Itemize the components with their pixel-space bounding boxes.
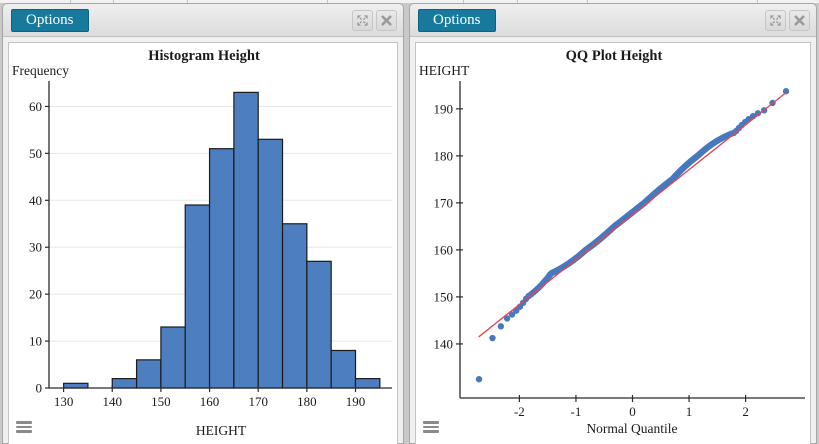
svg-text:-1: -1 — [571, 404, 582, 419]
svg-text:1: 1 — [686, 404, 693, 419]
close-icon-glyph — [381, 15, 392, 26]
expand-icon[interactable] — [352, 10, 373, 31]
expand-icon-glyph — [357, 15, 368, 26]
panel-header: Options — [3, 4, 403, 37]
chart-title: Histogram Height — [148, 48, 260, 64]
panel-histogram: Options Histogr — [2, 3, 404, 444]
svg-text:170: 170 — [248, 394, 268, 409]
chart-area-histogram: Histogram Height Frequency 0 10 20 30 40 50 60… — [8, 42, 398, 444]
hamburger-menu-icon[interactable] — [423, 421, 439, 435]
svg-text:60: 60 — [29, 99, 42, 114]
chart-area-qq-plot: QQ Plot Height HEIGHT 140 150 160 170 180 190… — [415, 42, 811, 444]
svg-text:190: 190 — [434, 101, 454, 116]
svg-text:0: 0 — [36, 381, 43, 396]
svg-text:10: 10 — [29, 334, 42, 349]
expand-icon-glyph — [770, 15, 781, 26]
y-axis-label: Frequency — [12, 63, 69, 78]
close-icon-glyph — [794, 15, 805, 26]
svg-text:140: 140 — [102, 394, 122, 409]
svg-text:160: 160 — [200, 394, 220, 409]
svg-text:0: 0 — [629, 404, 636, 419]
svg-text:150: 150 — [151, 394, 171, 409]
svg-text:160: 160 — [434, 242, 454, 257]
close-icon[interactable] — [376, 10, 397, 31]
y-axis-label: HEIGHT — [419, 63, 470, 78]
panel-header: Options — [410, 4, 816, 37]
window-controls — [352, 10, 397, 31]
svg-text:190: 190 — [346, 394, 366, 409]
qq-plot-chart: QQ Plot Height HEIGHT 140 150 160 170 180 190… — [419, 48, 805, 436]
svg-text:30: 30 — [29, 240, 42, 255]
svg-text:20: 20 — [29, 287, 42, 302]
x-axis-label: HEIGHT — [196, 423, 247, 438]
svg-text:-2: -2 — [514, 404, 525, 419]
window-controls — [765, 10, 810, 31]
svg-text:180: 180 — [297, 394, 317, 409]
options-button[interactable]: Options — [11, 9, 89, 32]
svg-text:170: 170 — [434, 195, 454, 210]
svg-text:150: 150 — [434, 289, 454, 304]
x-axis-label: Normal Quantile — [586, 421, 677, 436]
options-button[interactable]: Options — [418, 9, 496, 32]
svg-text:50: 50 — [29, 146, 42, 161]
hamburger-menu-icon[interactable] — [16, 421, 32, 435]
cutoff-toolbar-strip — [0, 0, 819, 3]
svg-text:130: 130 — [54, 394, 74, 409]
svg-text:40: 40 — [29, 193, 42, 208]
chart-title: QQ Plot Height — [566, 48, 663, 64]
svg-text:180: 180 — [434, 148, 454, 163]
expand-icon[interactable] — [765, 10, 786, 31]
svg-text:2: 2 — [742, 404, 749, 419]
histogram-chart: Histogram Height Frequency 0 10 20 30 40 50 60… — [12, 48, 392, 438]
close-icon[interactable] — [789, 10, 810, 31]
svg-text:140: 140 — [434, 336, 454, 351]
panel-qq-plot: Options QQ Plot — [409, 3, 817, 444]
